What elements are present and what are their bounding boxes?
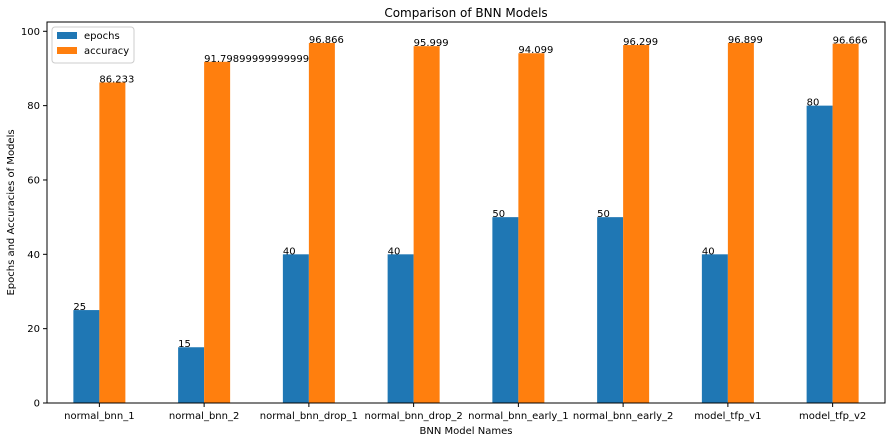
bar-epochs-model_tfp_v2 [806, 105, 833, 403]
bar-accuracy-normal_bnn_drop_2 [413, 46, 440, 403]
y-tick-label: 20 [27, 324, 40, 335]
bar-accuracy-normal_bnn_early_1 [518, 53, 545, 403]
x-tick-label: normal_bnn_early_1 [468, 411, 569, 422]
data-label-accuracy-normal_bnn_1: 86.233 [99, 74, 134, 85]
data-label-accuracy-normal_bnn_early_2: 96.299 [623, 37, 658, 48]
x-axis: normal_bnn_1 normal_bnn_2 normal_bnn_drop_… [64, 403, 866, 422]
legend-swatch-epochs [57, 32, 77, 39]
data-label-epochs-normal_bnn_early_2: 50 [597, 209, 610, 220]
data-label-epochs-normal_bnn_2: 15 [178, 339, 191, 350]
bar-accuracy-normal_bnn_drop_1 [308, 42, 335, 404]
data-label-epochs-normal_bnn_early_1: 50 [492, 209, 505, 220]
bar-accuracy-normal_bnn_early_2 [623, 45, 650, 404]
bar-epochs-normal_bnn_drop_2 [387, 254, 414, 403]
data-label-epochs-model_tfp_v1: 40 [702, 246, 715, 257]
x-tick-label: normal_bnn_drop_2 [365, 411, 463, 422]
data-label-accuracy-model_tfp_v2: 96.666 [833, 36, 868, 47]
legend-label-accuracy: accuracy [84, 46, 129, 57]
legend-label-epochs: epochs [84, 31, 120, 42]
data-label-epochs-model_tfp_v2: 80 [807, 98, 820, 109]
y-tick-label: 80 [27, 101, 40, 112]
y-tick-label: 0 [34, 399, 40, 410]
data-label-epochs-normal_bnn_drop_1: 40 [283, 246, 296, 257]
x-tick-label: model_tfp_v1 [694, 411, 761, 422]
x-tick-label: normal_bnn_early_2 [573, 411, 674, 422]
x-tick-label: normal_bnn_1 [64, 411, 134, 422]
x-tick-label: model_tfp_v2 [799, 411, 866, 422]
x-tick-label: normal_bnn_2 [169, 411, 239, 422]
bar-epochs-normal_bnn_early_2 [597, 217, 624, 403]
data-label-accuracy-normal_bnn_drop_1: 96.866 [309, 35, 344, 46]
legend: epochs accuracy [51, 26, 135, 64]
bar-epochs-normal_bnn_1 [73, 310, 100, 403]
y-tick-label: 60 [27, 175, 40, 186]
bar-accuracy-normal_bnn_2 [204, 61, 231, 404]
bar-epochs-normal_bnn_2 [178, 347, 205, 403]
y-axis-label: Epochs and Accuracies of Models [6, 129, 17, 295]
data-label-accuracy-normal_bnn_2: 91.79899999999999 [204, 54, 309, 65]
x-axis-label: BNN Model Names [420, 426, 513, 437]
bar-accuracy-model_tfp_v2 [832, 43, 859, 404]
y-tick-label: 100 [21, 27, 40, 38]
bar-accuracy-model_tfp_v1 [727, 42, 754, 403]
data-label-epochs-normal_bnn_1: 25 [73, 302, 86, 313]
data-label-epochs-normal_bnn_drop_2: 40 [388, 246, 401, 257]
chart-title: Comparison of BNN Models [384, 6, 547, 20]
y-axis: 0 20 40 60 80 100 [21, 27, 47, 410]
data-label-accuracy-normal_bnn_drop_2: 95.999 [414, 38, 449, 49]
bar-accuracy-normal_bnn_1 [99, 82, 126, 403]
bar-epochs-model_tfp_v1 [701, 254, 728, 403]
bar-epochs-normal_bnn_drop_1 [282, 254, 309, 403]
axes-frame [46, 21, 886, 404]
data-label-accuracy-model_tfp_v1: 96.899 [728, 35, 763, 46]
plot-area: 25 86.233 15 91.79899999999999 40 96.866 40 95.… [73, 35, 868, 404]
y-tick-label: 40 [27, 250, 40, 261]
x-tick-label: normal_bnn_drop_1 [260, 411, 358, 422]
bar-epochs-normal_bnn_early_1 [492, 217, 519, 403]
legend-swatch-accuracy [57, 47, 77, 54]
data-label-accuracy-normal_bnn_early_1: 94.099 [518, 45, 553, 56]
